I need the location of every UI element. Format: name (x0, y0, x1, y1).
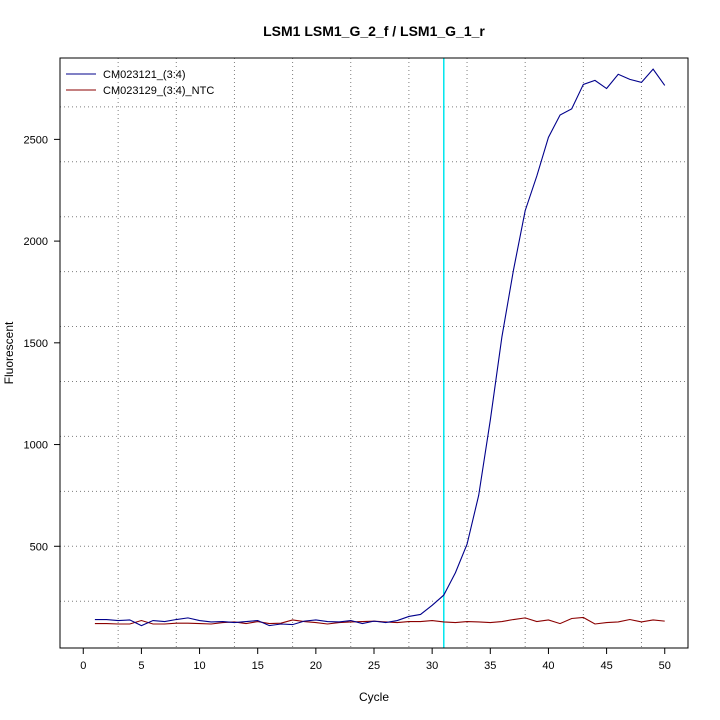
x-tick-label: 45 (600, 660, 612, 672)
x-tick-label: 25 (368, 660, 380, 672)
x-axis-label: Cycle (359, 690, 389, 704)
x-tick-label: 30 (426, 660, 438, 672)
x-tick-label: 0 (80, 660, 86, 672)
axes: 0 5 10 15 20 25 30 35 40 45 50 500 1000 1500 2000 2500 (24, 134, 671, 672)
x-tick-label: 10 (193, 660, 205, 672)
x-tick-label: 5 (138, 660, 144, 672)
x-tick-label: 40 (542, 660, 554, 672)
y-tick-label: 2500 (24, 134, 48, 146)
x-tick-label: 50 (659, 660, 671, 672)
x-tick-label: 20 (310, 660, 322, 672)
x-tick-label: 15 (252, 660, 264, 672)
y-axis-label: Fluorescent (2, 321, 16, 384)
y-tick-label: 500 (30, 541, 48, 553)
legend: CM023121_(3:4) CM023129_(3:4)_NTC (66, 69, 214, 97)
chart-title: LSM1 LSM1_G_2_f / LSM1_G_1_r (263, 23, 485, 39)
series-line-0 (94, 68, 666, 627)
plot-frame (59, 57, 689, 649)
x-tick-label: 35 (484, 660, 496, 672)
legend-label: CM023129_(3:4)_NTC (103, 85, 214, 97)
legend-label: CM023121_(3:4) (103, 69, 186, 81)
y-tick-label: 2000 (24, 236, 48, 248)
grid (60, 58, 688, 648)
y-tick-label: 1000 (24, 440, 48, 452)
y-tick-label: 1500 (24, 338, 48, 350)
series-lines (94, 68, 666, 627)
